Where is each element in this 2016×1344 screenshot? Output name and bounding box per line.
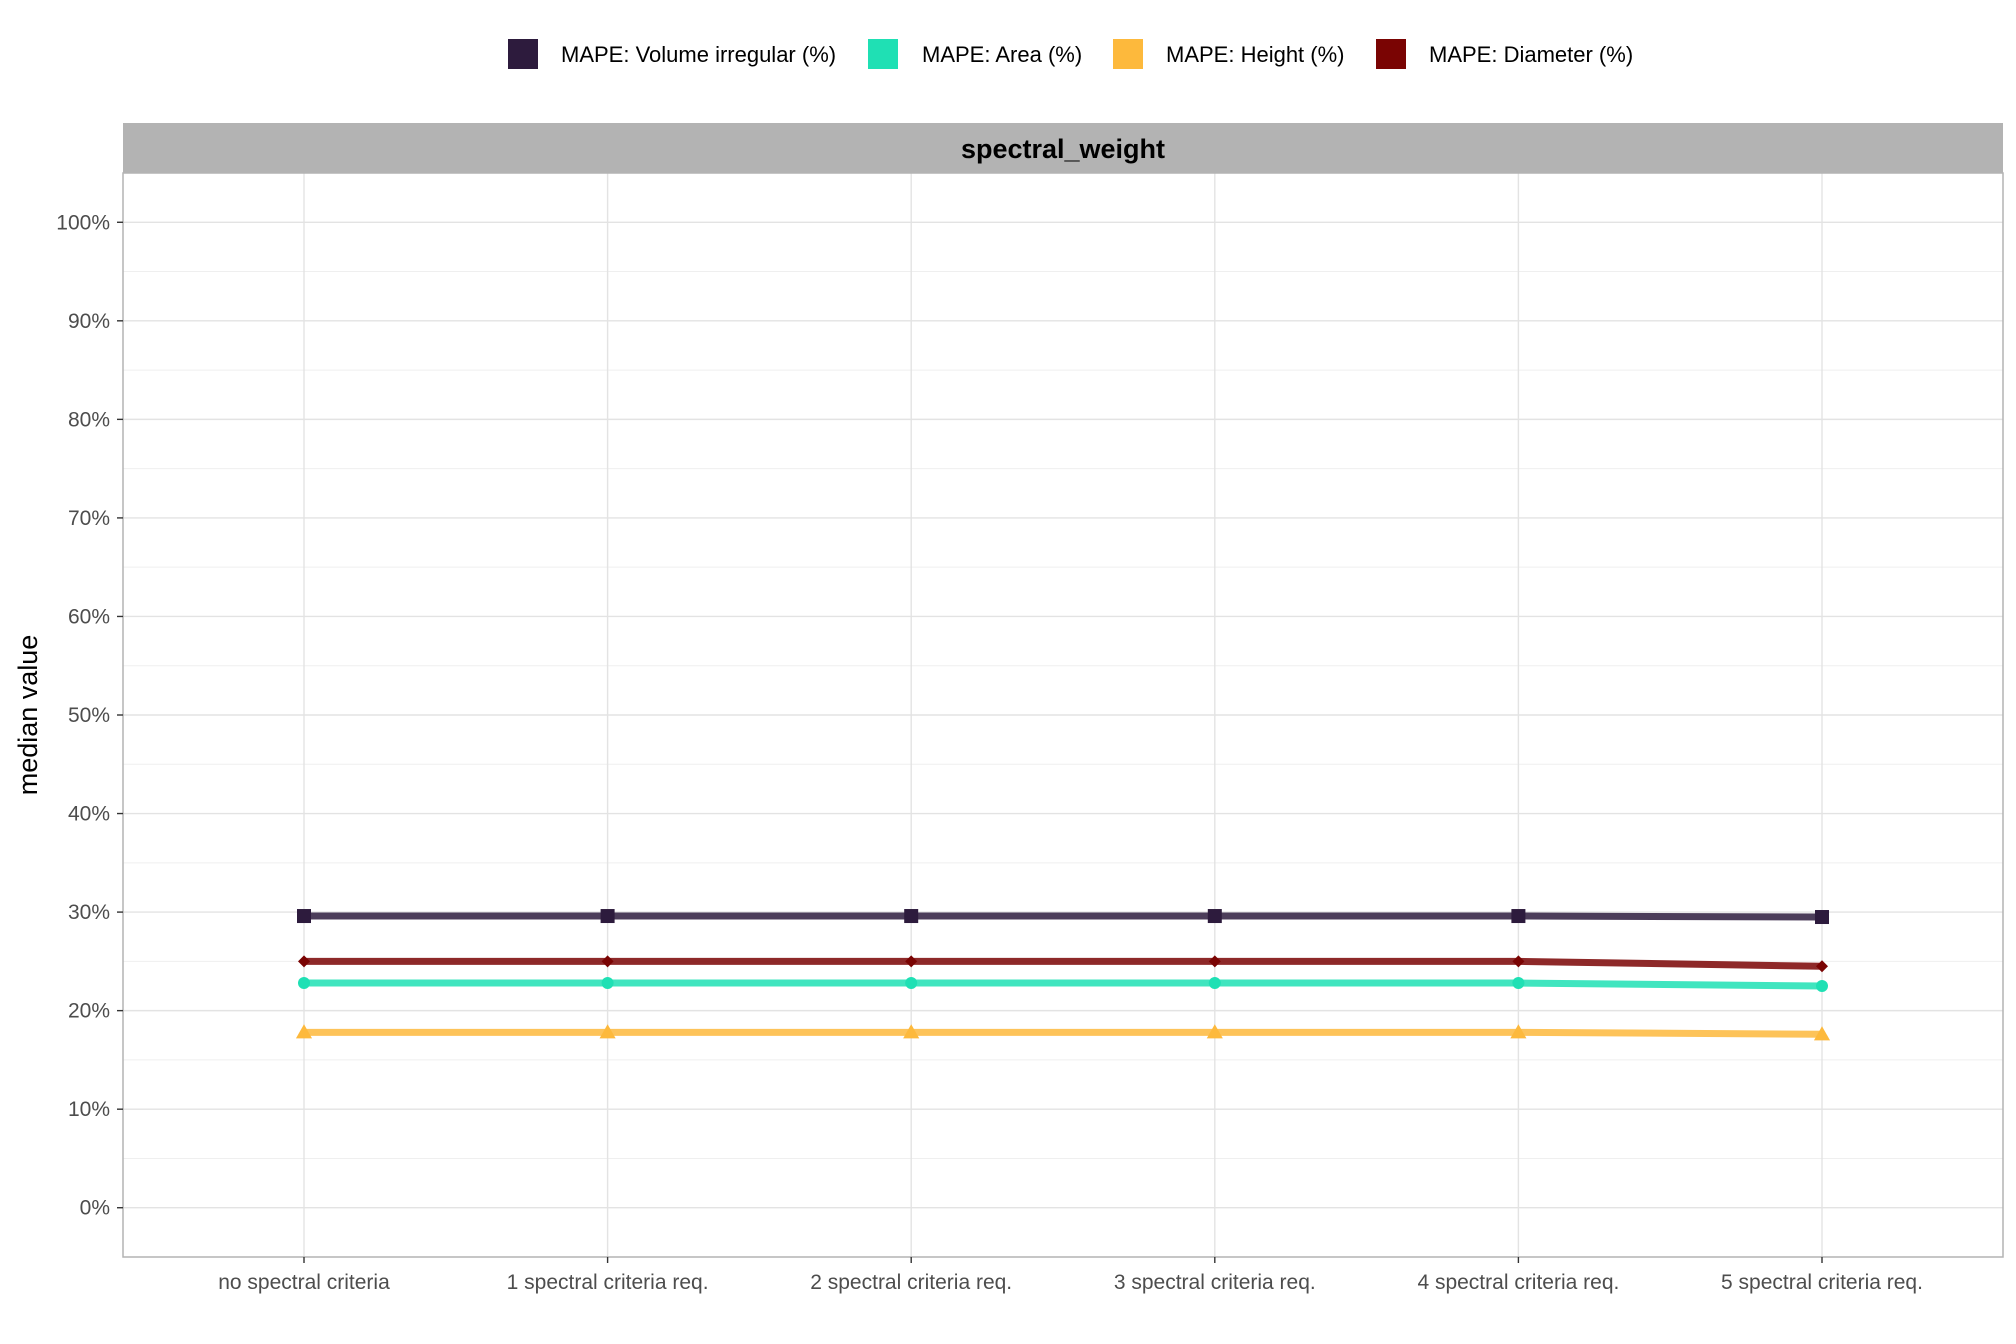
legend-label: MAPE: Area (%) <box>922 42 1082 67</box>
data-point <box>1512 977 1525 990</box>
x-tick-label: 3 spectral criteria req. <box>1114 1271 1316 1294</box>
y-tick-label: 20% <box>68 1000 110 1023</box>
series-layer <box>295 909 1831 1041</box>
x-tick-label: 5 spectral criteria req. <box>1721 1271 1923 1294</box>
series-line <box>304 979 1823 990</box>
legend-label: MAPE: Diameter (%) <box>1429 42 1633 67</box>
y-tick-label: 90% <box>68 310 110 333</box>
data-point <box>1206 1024 1223 1039</box>
legend-key <box>868 39 898 69</box>
x-tick-label: no spectral criteria <box>218 1271 390 1294</box>
data-point <box>298 955 310 968</box>
legend-label: MAPE: Volume irregular (%) <box>561 42 836 67</box>
y-tick-label: 100% <box>56 211 110 234</box>
y-tick-label: 30% <box>68 901 110 924</box>
legend-item: MAPE: Volume irregular (%) <box>508 39 836 69</box>
x-tick-label: 2 spectral criteria req. <box>810 1271 1012 1294</box>
series-line <box>304 957 1823 970</box>
data-point <box>1813 1026 1831 1041</box>
x-tick-label: 1 spectral criteria req. <box>507 1271 709 1294</box>
data-point <box>905 977 918 990</box>
data-point <box>904 909 919 924</box>
y-tick-label: 50% <box>68 704 110 727</box>
series-line <box>304 1028 1823 1038</box>
data-point <box>1510 1024 1527 1039</box>
data-point <box>1208 955 1221 968</box>
data-point <box>1511 909 1526 924</box>
legend-key <box>1113 39 1143 69</box>
series-mape-diameter <box>298 955 1828 973</box>
grid <box>123 172 2003 1257</box>
y-tick-label: 10% <box>68 1098 110 1121</box>
y-tick-label: 70% <box>68 507 110 530</box>
plot-panel: spectral_weight <box>122 123 2004 1258</box>
data-point <box>905 955 918 968</box>
data-point <box>1208 977 1221 990</box>
strip-background <box>123 123 2003 173</box>
y-tick-label: 80% <box>68 408 110 431</box>
y-axis: 0% 10% 20% 30% 40% 50% 60% 70% 80% 90% 100% <box>56 211 123 1220</box>
data-point <box>1815 910 1829 925</box>
series-mape-area <box>298 977 1828 992</box>
series-mape-volume-irregular <box>297 909 1829 925</box>
y-tick-label: 40% <box>68 803 110 826</box>
data-point <box>1207 909 1222 924</box>
data-point <box>298 977 310 990</box>
y-axis-title: median value <box>13 635 43 796</box>
data-point <box>903 1024 920 1039</box>
y-tick-label: 60% <box>68 605 110 628</box>
legend-label: MAPE: Height (%) <box>1166 42 1345 67</box>
legend-item: MAPE: Area (%) <box>868 39 1082 69</box>
data-point <box>295 1024 313 1039</box>
x-tick-label: 4 spectral criteria req. <box>1417 1271 1619 1294</box>
data-point <box>297 909 311 924</box>
data-point <box>601 977 614 990</box>
x-axis: no spectral criteria 1 spectral criteria … <box>218 1257 1923 1294</box>
legend: MAPE: Volume irregular (%) MAPE: Area (%)… <box>508 39 1633 69</box>
legend-key <box>508 39 538 69</box>
legend-item: MAPE: Diameter (%) <box>1376 39 1633 69</box>
legend-item: MAPE: Height (%) <box>1113 39 1345 69</box>
data-point <box>1512 955 1525 968</box>
data-point <box>600 909 615 924</box>
data-point <box>599 1024 616 1039</box>
series-mape-height <box>295 1024 1831 1041</box>
data-point <box>1816 960 1828 973</box>
facet-strip-label: spectral_weight <box>961 134 1165 164</box>
legend-key <box>1376 39 1406 69</box>
data-point <box>601 955 614 968</box>
series-line <box>304 912 1823 921</box>
y-tick-label: 0% <box>80 1197 110 1220</box>
data-point <box>1816 980 1828 992</box>
